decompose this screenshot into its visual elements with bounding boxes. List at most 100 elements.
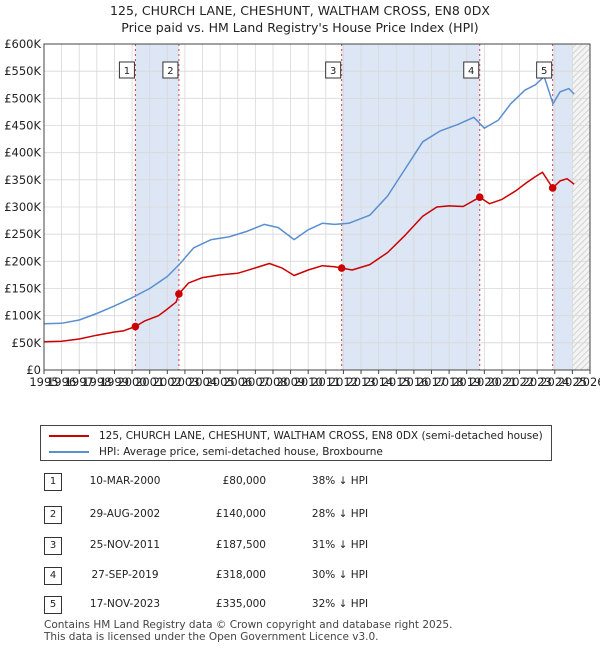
y-tick-label: £100K <box>4 309 41 323</box>
chart-title: 125, CHURCH LANE, CHESHUNT, WALTHAM CROS… <box>110 3 490 18</box>
row-date: 29-AUG-2002 <box>89 508 161 520</box>
row-number: 3 <box>44 537 62 555</box>
legend-swatch-hpi <box>49 451 89 453</box>
x-tick-label: 2018 <box>434 375 463 389</box>
x-tick-label: 2013 <box>346 375 375 389</box>
row-date: 27-SEP-2019 <box>91 569 159 581</box>
sale-points <box>131 184 557 331</box>
sale-label-box <box>118 61 135 79</box>
y-tick-label: £150K <box>4 282 41 296</box>
table-row: 4 27-SEP-2019 £318,000 30% ↓ HPI <box>0 566 600 586</box>
y-tick-label: £300K <box>4 200 41 214</box>
price-chart: 1 2 3 4 5 £0 £50K £100K £150K £200K £250K £300K £35… <box>4 37 600 389</box>
footer-copyright: Contains HM Land Registry data © Crown c… <box>44 619 453 631</box>
x-tick-label: 1998 <box>82 375 111 389</box>
forecast-hatch <box>592 44 600 370</box>
x-tick-label: 2009 <box>276 375 305 389</box>
series-layer <box>43 75 575 343</box>
table-row: 3 25-NOV-2011 £187,500 31% ↓ HPI <box>0 536 600 556</box>
x-tick-label: 2020 <box>470 375 499 389</box>
grid-layer <box>43 43 591 371</box>
sale-label-box <box>463 61 480 79</box>
y-tick-label: £0 <box>26 363 41 377</box>
row-price: £140,000 <box>215 508 266 520</box>
chart-subtitle: Price paid vs. HM Land Registry's House … <box>121 20 479 35</box>
sale-label-box <box>536 61 553 79</box>
x-tick-label: 2012 <box>329 375 358 389</box>
x-tick-label: 1999 <box>100 375 129 389</box>
x-tick-label: 2023 <box>523 375 552 389</box>
row-date: 17-NOV-2023 <box>89 598 161 610</box>
sale-point <box>475 193 484 202</box>
row-date: 10-MAR-2000 <box>89 475 161 487</box>
row-price: £335,000 <box>215 598 266 610</box>
table-row: 2 29-AUG-2002 £140,000 28% ↓ HPI <box>0 505 600 525</box>
legend-label-hpi: HPI: Average price, semi-detached house,… <box>99 446 383 458</box>
x-tick-label: 2003 <box>170 375 199 389</box>
sale-label: 5 <box>541 66 547 77</box>
y-tick-label: £350K <box>4 173 41 187</box>
x-axis-ticks: 1995199619971998199920002001200220032004… <box>29 370 600 389</box>
x-tick-label: 2006 <box>223 375 252 389</box>
sale-label: 3 <box>330 66 336 77</box>
x-tick-label: 2001 <box>135 375 164 389</box>
y-axis-ticks: £0 £50K £100K £150K £200K £250K £300K £350K £400… <box>4 37 41 377</box>
legend-swatch-property <box>49 435 89 437</box>
x-tick-label: 2019 <box>452 375 481 389</box>
row-price: £80,000 <box>222 475 266 487</box>
sale-point <box>175 290 183 298</box>
row-price: £187,500 <box>215 539 266 551</box>
x-tick-label: 2004 <box>188 375 217 389</box>
x-tick-label: 2002 <box>153 375 182 389</box>
x-tick-label: 2014 <box>364 375 393 389</box>
row-number: 1 <box>44 473 62 491</box>
x-tick-label: 1996 <box>47 375 76 389</box>
table-row: 5 17-NOV-2023 £335,000 32% ↓ HPI <box>0 595 600 615</box>
y-tick-label: £250K <box>4 227 41 241</box>
plot-frame <box>43 43 591 371</box>
y-tick-label: £400K <box>4 146 41 160</box>
x-tick-label: 2015 <box>382 375 411 389</box>
row-hpi: 32% ↓ HPI <box>311 598 369 610</box>
row-price: £318,000 <box>215 569 266 581</box>
sale-label-box <box>325 61 342 79</box>
x-tick-label: 2024 <box>540 375 569 389</box>
row-hpi: 30% ↓ HPI <box>311 569 369 581</box>
sale-marker-lines <box>134 44 554 370</box>
x-tick-label: 2011 <box>311 375 340 389</box>
sale-labels: 1 2 3 4 5 <box>118 61 553 79</box>
y-tick-label: £600K <box>4 37 41 51</box>
sale-point <box>548 184 557 192</box>
property-price-line <box>43 171 575 343</box>
x-tick-label: 2005 <box>205 375 234 389</box>
legend-item-hpi: HPI: Average price, semi-detached house,… <box>49 444 383 460</box>
x-tick-label: 2022 <box>505 375 534 389</box>
x-tick-label: 2026 <box>575 375 600 389</box>
x-tick-label: 2017 <box>417 375 446 389</box>
footer-licence: This data is licensed under the Open Gov… <box>44 631 379 643</box>
row-number: 4 <box>44 567 62 585</box>
table-row: 1 10-MAR-2000 £80,000 38% ↓ HPI <box>0 472 600 492</box>
x-tick-label: 2016 <box>399 375 428 389</box>
sale-label: 4 <box>468 66 474 77</box>
sale-label: 2 <box>167 66 173 77</box>
x-tick-label: 2000 <box>117 375 146 389</box>
row-hpi: 31% ↓ HPI <box>311 539 369 551</box>
y-tick-label: £550K <box>4 64 41 78</box>
row-hpi: 38% ↓ HPI <box>311 475 369 487</box>
x-tick-label: 2025 <box>558 375 587 389</box>
hpi-line <box>43 75 575 325</box>
x-tick-label: 1995 <box>29 375 58 389</box>
legend-item-property: 125, CHURCH LANE, CHESHUNT, WALTHAM CROS… <box>49 428 543 444</box>
sale-label-box <box>162 61 179 79</box>
x-tick-label: 2010 <box>294 375 323 389</box>
sale-point <box>337 264 346 272</box>
legend: 125, CHURCH LANE, CHESHUNT, WALTHAM CROS… <box>40 425 552 461</box>
x-tick-label: 2007 <box>241 375 270 389</box>
y-tick-label: £50K <box>12 336 42 350</box>
row-hpi: 28% ↓ HPI <box>311 508 369 520</box>
row-number: 2 <box>44 506 62 524</box>
x-tick-label: 1997 <box>65 375 94 389</box>
y-tick-label: £450K <box>4 119 41 133</box>
sale-point <box>131 322 140 331</box>
